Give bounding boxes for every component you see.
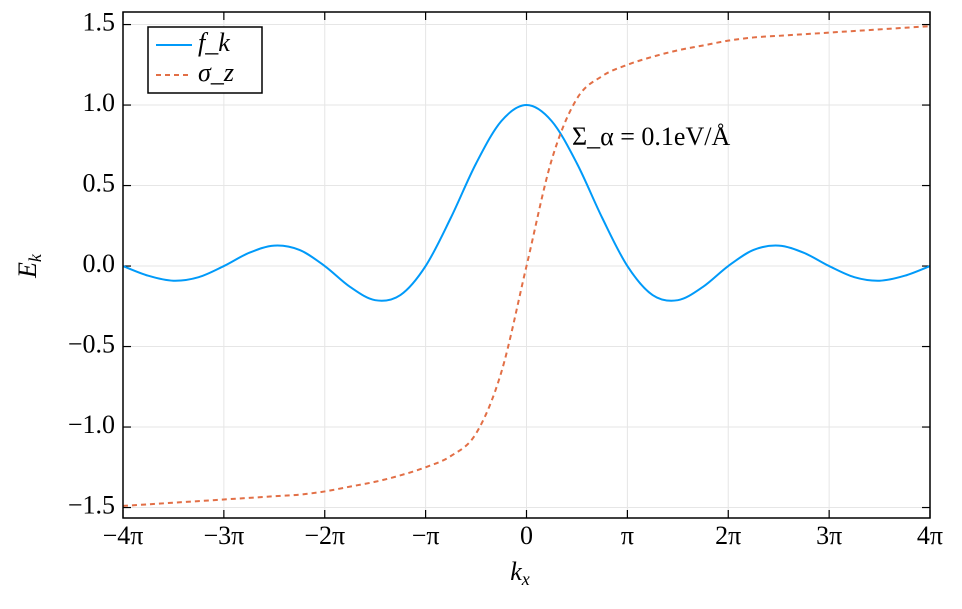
- x-tick-label: −2π: [304, 521, 345, 550]
- x-tick-label: 2π: [715, 521, 741, 550]
- y-axis-label-sub: k: [25, 253, 45, 262]
- y-tick-label: 0.0: [83, 249, 116, 278]
- line-series: [122, 25, 931, 507]
- x-tick-label: −3π: [203, 521, 244, 550]
- x-tick-label: 0: [520, 521, 533, 550]
- legend-box: [147, 26, 263, 94]
- x-axis-label-main: k: [510, 557, 522, 586]
- y-axis-label-main: E: [13, 262, 42, 279]
- line-series: [122, 104, 931, 302]
- y-tick-label: −1.0: [68, 410, 115, 439]
- x-tick-label: −π: [412, 521, 440, 550]
- x-axis-label: kx: [510, 557, 530, 589]
- x-tick-label: π: [621, 521, 634, 550]
- legend-label: f_k: [198, 28, 230, 57]
- x-tick-label: 3π: [816, 521, 842, 550]
- x-tick-label: 4π: [917, 521, 943, 550]
- y-tick-label: 0.5: [83, 169, 116, 198]
- y-tick-label: −1.5: [68, 491, 115, 520]
- x-tick-label: −4π: [103, 521, 144, 550]
- annotation: Σ_α = 0.1eV/Å: [572, 122, 730, 151]
- y-axis-label: Ek: [13, 253, 45, 279]
- x-axis-label-sub: x: [521, 569, 530, 589]
- plot-frame: [122, 11, 931, 519]
- y-tick-label: 1.0: [83, 88, 116, 117]
- y-tick-label: −0.5: [68, 330, 115, 359]
- y-tick-label: 1.5: [83, 8, 116, 37]
- legend-label: σ_z: [198, 58, 234, 87]
